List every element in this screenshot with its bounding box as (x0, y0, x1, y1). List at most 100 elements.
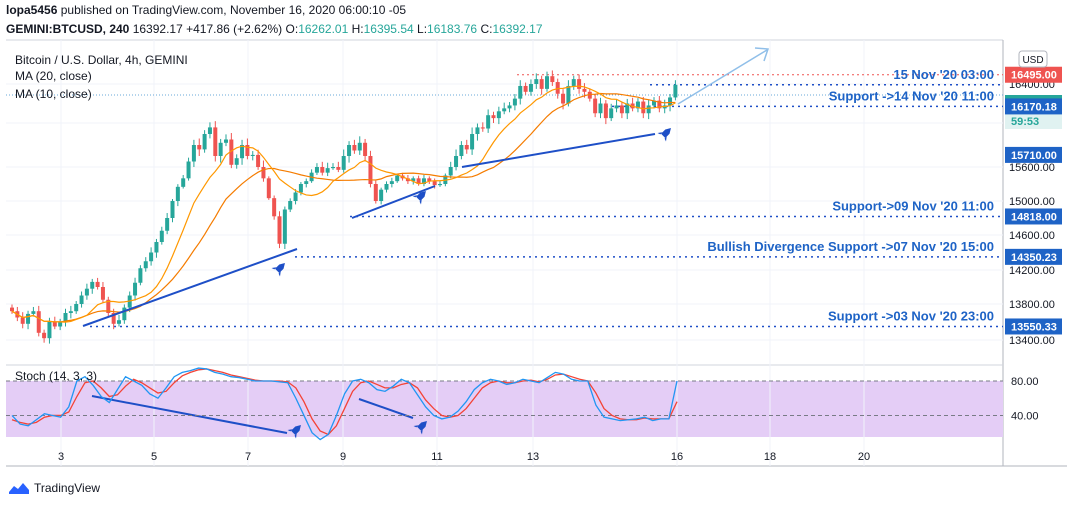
candle-body (454, 156, 459, 167)
tradingview-branding[interactable]: TradingView (8, 481, 100, 495)
candle-body (518, 85, 523, 99)
publish-info: lopa5456 published on TradingView.com, N… (6, 3, 406, 17)
candle-body (561, 93, 566, 104)
rocket-fin (412, 195, 422, 205)
price-badge-box (1005, 113, 1062, 129)
support-annotation: Bullish Divergence Support ->07 Nov '20 … (707, 239, 994, 254)
candle-body (250, 154, 255, 156)
tradingview-label: TradingView (34, 481, 101, 495)
candle-body (304, 181, 309, 184)
time-tick-label: 9 (340, 451, 346, 463)
candle-body (384, 184, 389, 190)
candle-body (411, 178, 416, 182)
candle-body (229, 139, 234, 165)
price-badge-box (1005, 248, 1062, 265)
support-annotation: Support->09 Nov '20 11:00 (832, 198, 994, 213)
time-tick-label: 18 (764, 451, 776, 463)
candle-body (95, 281, 100, 287)
stoch-k-line (11, 367, 678, 441)
rocket-body (275, 263, 285, 273)
price-badge-label: 14350.23 (1011, 252, 1057, 264)
price-badge: 16495.00 (1005, 66, 1062, 83)
candle-body (368, 156, 373, 184)
price-tick-label: 13800.00 (1009, 299, 1055, 311)
rocket-fin (657, 132, 667, 142)
candle-body (657, 100, 662, 109)
candle-body (138, 268, 143, 283)
rocket-body (661, 128, 671, 138)
time-tick-label: 7 (245, 451, 251, 463)
symbol-summary: GEMINI:BTCUSD, 240 16392.17 +417.86 (+2.… (6, 22, 543, 36)
rocket-fin (287, 429, 297, 439)
candle-body (74, 304, 79, 312)
open-label: O: (285, 22, 299, 36)
candle-body (36, 311, 41, 333)
trendlines (82, 133, 656, 434)
price-badge-label: 14818.00 (1011, 211, 1057, 223)
candle-body (288, 201, 293, 210)
candle-body (603, 103, 608, 119)
candle-body (90, 281, 95, 289)
stoch-d-line (11, 368, 678, 436)
currency-badge-box[interactable] (1018, 50, 1048, 68)
price-badge: 14350.23 (1005, 248, 1062, 265)
candle-body (47, 322, 52, 339)
candle-body (63, 313, 68, 322)
candle-body (175, 186, 180, 201)
candle-body (395, 175, 400, 182)
price-badge-box (1005, 208, 1062, 225)
price-tick-label: 14600.00 (1009, 230, 1055, 242)
candle-body (475, 127, 480, 134)
time-tick-label: 13 (527, 451, 539, 463)
support-annotation: Support ->03 Nov '20 23:00 (828, 308, 994, 323)
ma20-line (11, 92, 676, 323)
rocket-icon (412, 191, 426, 205)
price-badge: 14818.00 (1005, 208, 1062, 225)
candle-body (159, 230, 164, 242)
candle-body (336, 167, 341, 170)
candle-body (26, 313, 31, 324)
candle-body (10, 307, 14, 312)
trendline-1 (82, 248, 298, 327)
candle-body (534, 79, 539, 84)
price-badge: 15710.00 (1005, 146, 1062, 163)
candle-body (31, 311, 36, 314)
candle-body (240, 145, 245, 159)
rocket-body (417, 421, 427, 431)
trendline-2 (351, 185, 436, 219)
candle-body (261, 167, 266, 179)
candle-body (673, 84, 678, 98)
ma10-line (11, 85, 676, 323)
rocket-fin (271, 267, 281, 277)
candle-body (154, 242, 159, 253)
rocket-icon (413, 421, 427, 435)
candle-body (587, 91, 592, 99)
time-tick-label: 20 (858, 451, 870, 463)
candle-body (507, 105, 512, 109)
candle-body (470, 134, 475, 150)
candle-body (272, 198, 277, 217)
price-change: +417.86 (+2.62%) (186, 22, 283, 36)
candle-body (234, 158, 239, 165)
candle-body (331, 167, 335, 169)
support-annotation: 15 Nov '20 03:00 (893, 67, 994, 82)
price-badge: 59:53 (1005, 113, 1062, 129)
candle-body (42, 332, 47, 339)
candle-body (464, 145, 469, 150)
ma20-legend: MA (20, close) (15, 69, 92, 83)
candle-body (614, 105, 619, 109)
candle-body (512, 98, 517, 106)
rocket-body (416, 191, 426, 201)
candle-body (405, 178, 410, 182)
tradingview-logo-icon (9, 483, 29, 494)
candle-body (641, 101, 646, 114)
candle-body (502, 108, 507, 112)
candle-body (197, 145, 202, 150)
price-tick-label: 14200.00 (1009, 265, 1055, 277)
candle-body (213, 127, 218, 156)
candle-body (218, 142, 223, 156)
stoch-tick-label: 80.00 (1011, 376, 1039, 388)
ma10-legend: MA (10, close) (15, 87, 92, 101)
candle-body (186, 161, 191, 179)
